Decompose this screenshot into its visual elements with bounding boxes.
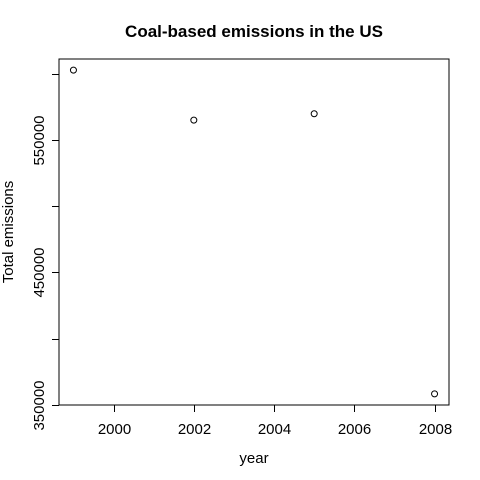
x-tick-label: 2000 bbox=[98, 421, 131, 438]
x-axis: 2000 2002 2004 2006 2008 bbox=[98, 405, 452, 438]
y-axis: 350000 450000 550000 bbox=[31, 75, 59, 431]
data-point bbox=[191, 117, 197, 123]
y-axis-label: Total emissions bbox=[0, 181, 17, 284]
chart-title: Coal-based emissions in the US bbox=[125, 22, 383, 41]
x-tick-label: 2008 bbox=[419, 421, 452, 438]
data-point bbox=[432, 391, 438, 397]
data-points bbox=[70, 67, 437, 397]
plot-area-frame bbox=[59, 59, 449, 405]
y-tick-label: 350000 bbox=[31, 380, 48, 430]
data-point bbox=[311, 111, 317, 117]
data-point bbox=[70, 67, 76, 73]
y-tick-label: 550000 bbox=[31, 115, 48, 165]
x-tick-label: 2006 bbox=[338, 421, 371, 438]
x-tick-label: 2002 bbox=[178, 421, 211, 438]
y-tick-label: 450000 bbox=[31, 247, 48, 297]
x-axis-label: year bbox=[239, 450, 268, 467]
x-tick-label: 2004 bbox=[258, 421, 291, 438]
